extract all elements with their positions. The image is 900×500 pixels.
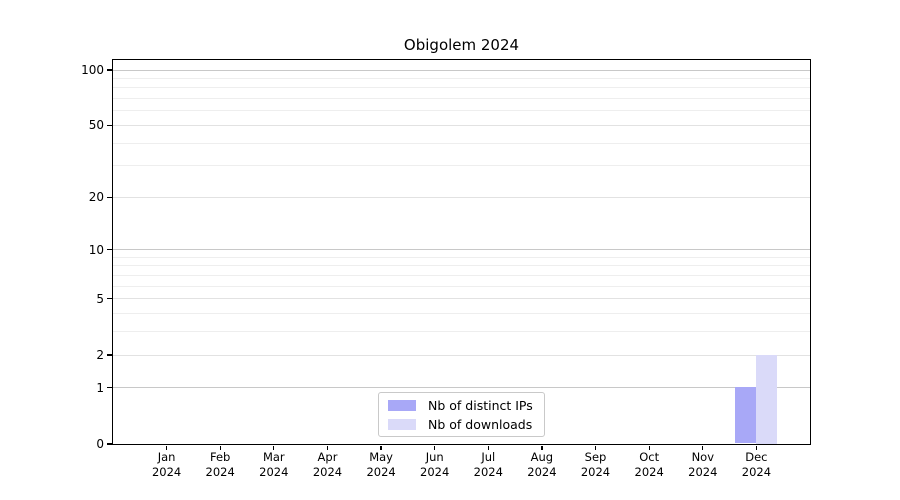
- legend-swatch-nb-of-distinct-ips: [388, 399, 416, 411]
- x-tick-label: Mar 2024: [259, 450, 289, 479]
- y-tick-mark: [106, 387, 112, 389]
- x-tick-mark: [487, 445, 489, 450]
- x-tick-mark: [648, 445, 650, 450]
- y-tick-label: 50: [88, 118, 104, 133]
- y-tick-label: 20: [88, 190, 104, 205]
- x-tick-label: Sep 2024: [580, 450, 611, 479]
- y-tick-label: 100: [81, 63, 104, 77]
- x-tick-mark: [380, 445, 382, 450]
- y-tick-label: 1: [96, 380, 104, 395]
- y-tick-label: 5: [96, 291, 104, 306]
- gridline-2: [112, 354, 810, 356]
- chart-title: Obigolem 2024: [403, 36, 520, 54]
- x-tick-mark: [434, 445, 436, 450]
- x-tick-label: May 2024: [366, 450, 396, 479]
- gridline-5: [112, 298, 810, 300]
- y-tick-label: 10: [88, 242, 104, 257]
- plot-area: [111, 58, 811, 445]
- x-tick-label: Apr 2024: [312, 450, 343, 479]
- x-tick-mark: [594, 445, 597, 450]
- minor-gridline: [112, 77, 810, 79]
- minor-gridline: [112, 110, 810, 112]
- minor-gridline: [112, 285, 810, 287]
- x-tick-mark: [326, 445, 329, 450]
- minor-gridline: [112, 87, 810, 89]
- legend-item-nb-of-distinct-ips: Nb of distinct IPs: [388, 397, 544, 413]
- x-tick-label: Feb 2024: [205, 450, 235, 479]
- gridline-1: [112, 387, 810, 389]
- y-tick-mark: [106, 354, 112, 356]
- y-tick-mark: [106, 196, 112, 198]
- x-tick-label: Dec 2024: [741, 450, 772, 479]
- gridline-50: [112, 124, 810, 126]
- minor-gridline: [112, 265, 810, 267]
- x-tick-label: Jun 2024: [420, 450, 450, 479]
- minor-gridline: [112, 256, 810, 258]
- bar-nb-of-downloads-dec: [755, 354, 777, 444]
- gridline-20: [112, 196, 810, 198]
- x-tick-label: Nov 2024: [688, 450, 718, 479]
- x-tick-mark: [166, 445, 168, 450]
- minor-gridline: [112, 98, 810, 99]
- y-tick-label: 0: [96, 437, 104, 451]
- x-tick-mark: [273, 445, 275, 450]
- gridline-10: [112, 249, 810, 251]
- x-tick-label: Oct 2024: [634, 450, 664, 479]
- x-tick-mark: [702, 445, 704, 450]
- minor-gridline: [112, 331, 810, 333]
- bar-nb-of-distinct-ips-dec: [734, 387, 756, 444]
- legend-swatch-nb-of-downloads: [388, 418, 416, 430]
- minor-gridline: [112, 165, 810, 167]
- legend-item-nb-of-downloads: Nb of downloads: [388, 416, 544, 432]
- x-tick-label: Jul 2024: [473, 450, 503, 479]
- y-tick-mark: [106, 69, 112, 71]
- x-tick-mark: [219, 445, 221, 450]
- legend-label: Nb of downloads: [428, 416, 533, 432]
- legend-label: Nb of distinct IPs: [428, 397, 533, 413]
- y-tick-mark: [106, 298, 112, 300]
- minor-gridline: [112, 142, 810, 144]
- y-tick-mark: [106, 249, 112, 251]
- minor-gridline: [112, 275, 810, 276]
- y-tick-label: 2: [96, 348, 104, 362]
- x-tick-label: Jan 2024: [151, 450, 182, 479]
- y-tick-mark: [106, 443, 112, 445]
- y-tick-mark: [106, 124, 112, 126]
- x-tick-mark: [755, 445, 757, 450]
- gridline-100: [112, 69, 810, 71]
- x-tick-mark: [541, 445, 543, 450]
- x-tick-label: Aug 2024: [527, 450, 557, 479]
- legend: Nb of distinct IPs Nb of downloads: [378, 392, 545, 437]
- minor-gridline: [112, 313, 810, 315]
